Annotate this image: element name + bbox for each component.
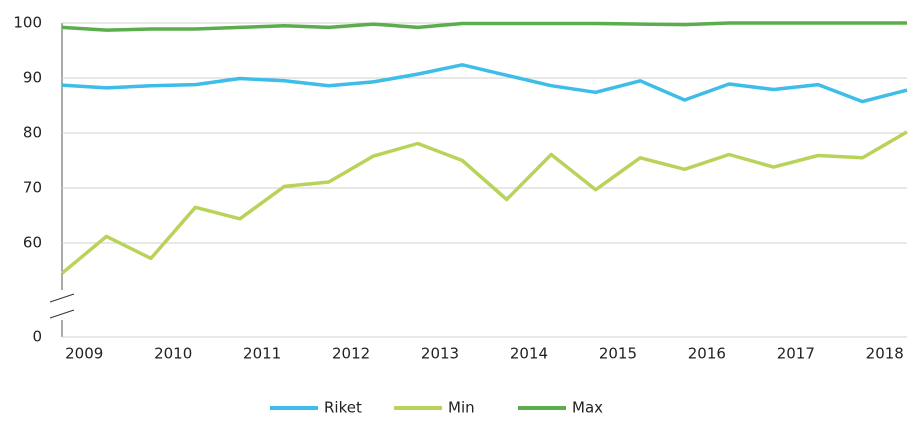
axis-break-mark	[49, 293, 75, 303]
line-series	[60, 130, 908, 275]
axis-break-mark	[49, 309, 75, 319]
x-tick-label: 2014	[510, 345, 548, 363]
x-tick-label: 2009	[65, 345, 103, 363]
x-tick-label: 2016	[688, 345, 726, 363]
y-tick-label: 100	[13, 14, 42, 32]
x-tick-label: 2017	[777, 345, 815, 363]
line-series	[61, 21, 907, 32]
legend-label: Min	[448, 399, 475, 417]
x-tick-label: 2010	[154, 345, 192, 363]
legend-label: Riket	[324, 399, 362, 417]
x-tick-label: 2013	[421, 345, 459, 363]
y-tick-label: 70	[23, 179, 42, 197]
y-tick-label: 60	[23, 234, 42, 252]
x-tick-label: 2011	[243, 345, 281, 363]
x-tick-label: 2012	[332, 345, 370, 363]
line-series	[61, 63, 908, 104]
x-tick-label: 2015	[599, 345, 637, 363]
x-tick-label: 2018	[866, 345, 904, 363]
y-tick-label: 80	[23, 124, 42, 142]
y-tick-label: 0	[32, 328, 42, 346]
y-tick-label: 90	[23, 69, 42, 87]
legend-label: Max	[572, 399, 603, 417]
